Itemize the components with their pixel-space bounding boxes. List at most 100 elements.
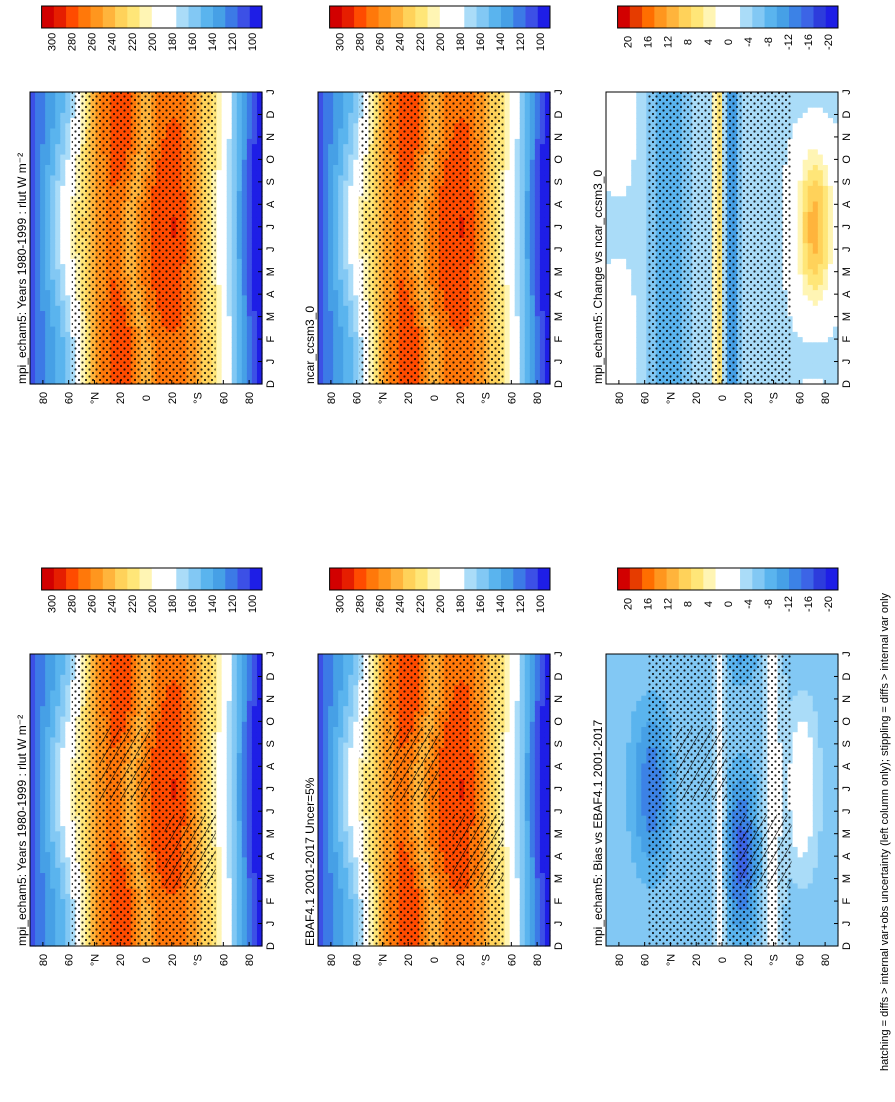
heatmap-cell	[236, 883, 243, 890]
heatmap-cell	[231, 841, 238, 848]
heatmap-cell	[60, 909, 66, 916]
heatmap-cell	[30, 107, 36, 114]
heatmap-cell	[30, 784, 36, 791]
heatmap-cell	[45, 711, 51, 718]
heatmap-cell	[231, 191, 238, 197]
heatmap-cell	[55, 852, 61, 858]
heatmap-cell	[35, 810, 41, 817]
heatmap-cell	[246, 883, 253, 890]
heatmap-cell	[65, 867, 71, 874]
heatmap-cell	[65, 118, 71, 124]
heatmap-cell	[40, 883, 46, 890]
heatmap-cell	[226, 862, 233, 869]
heatmap-cell	[55, 690, 61, 697]
heatmap-cell	[216, 706, 223, 712]
heatmap-cell	[65, 128, 71, 135]
heatmap-cell	[35, 857, 41, 864]
heatmap-cell	[50, 940, 56, 947]
heatmap-cell	[50, 206, 56, 213]
heatmap-cell	[40, 773, 46, 780]
heatmap-cell	[216, 102, 223, 109]
heatmap-cell	[45, 742, 51, 749]
heatmap-cell	[216, 107, 223, 114]
heatmap-cell	[251, 831, 258, 838]
heatmap-cell	[30, 321, 36, 328]
heatmap-cell	[50, 253, 56, 260]
heatmap-cell	[30, 800, 36, 806]
heatmap-cell	[226, 258, 233, 265]
heatmap-cell	[50, 170, 56, 177]
heatmap-cell	[216, 196, 223, 203]
heatmap-cell	[35, 316, 41, 323]
heatmap-cell	[35, 742, 41, 749]
heatmap-cell	[251, 800, 258, 806]
heatmap-cell	[226, 664, 233, 671]
heatmap-cell	[231, 893, 238, 900]
heatmap-cell	[236, 674, 243, 681]
heatmap-cell	[50, 326, 56, 333]
heatmap-cell	[60, 685, 66, 692]
heatmap-cell	[55, 700, 61, 707]
heatmap-cell	[60, 196, 66, 203]
heatmap-cell	[231, 238, 238, 244]
heatmap-cell	[236, 763, 243, 770]
heatmap-cell	[55, 711, 61, 718]
heatmap-cell	[221, 888, 228, 895]
heatmap-cell	[236, 925, 243, 931]
heatmap-cell	[55, 669, 61, 676]
heatmap-cell	[226, 159, 233, 166]
heatmap-cell	[30, 138, 36, 145]
heatmap-cell	[65, 935, 71, 942]
colorbar-swatch	[176, 568, 189, 590]
heatmap-cell	[216, 222, 223, 229]
heatmap-cell	[241, 831, 248, 838]
heatmap-cell	[30, 133, 36, 140]
heatmap-cell	[45, 732, 51, 739]
heatmap-cell	[40, 852, 46, 858]
heatmap-cell	[226, 737, 233, 744]
heatmap-cell	[241, 810, 248, 817]
heatmap-cell	[55, 857, 61, 864]
heatmap-cell	[55, 154, 61, 161]
heatmap-cell	[35, 893, 41, 900]
heatmap-cell	[251, 721, 258, 728]
heatmap-cell	[221, 669, 228, 676]
heatmap-cell	[30, 820, 36, 827]
heatmap-cell	[65, 316, 71, 323]
heatmap-cell	[65, 789, 71, 796]
heatmap-cell	[55, 914, 61, 921]
heatmap-cell	[55, 352, 61, 359]
heatmap-cell	[241, 873, 248, 879]
heatmap-cell	[256, 779, 263, 785]
heatmap-cell	[35, 711, 41, 718]
heatmap-cell	[231, 175, 238, 182]
heatmap-cell	[50, 123, 56, 130]
heatmap-cell	[30, 144, 36, 150]
heatmap-cell	[30, 779, 36, 785]
heatmap-cell	[50, 295, 56, 302]
heatmap-cell	[30, 211, 36, 218]
heatmap-cell	[50, 331, 56, 338]
heatmap-cell	[50, 311, 56, 317]
heatmap-cell	[60, 768, 66, 775]
heatmap-cell	[40, 274, 46, 281]
heatmap-cell	[45, 805, 51, 812]
heatmap-cell	[30, 326, 36, 333]
heatmap-cell	[30, 768, 36, 775]
heatmap-cell	[231, 794, 238, 801]
heatmap-cell	[221, 721, 228, 728]
heatmap-cell	[246, 846, 253, 853]
heatmap-cell	[35, 331, 41, 338]
heatmap-cell	[45, 211, 51, 218]
heatmap-cell	[50, 826, 56, 832]
heatmap-cell	[35, 831, 41, 838]
heatmap-cell	[221, 165, 228, 171]
heatmap-cell	[65, 857, 71, 864]
heatmap-cell	[50, 914, 56, 921]
heatmap-cell	[241, 727, 248, 733]
heatmap-cell	[236, 201, 243, 208]
heatmap-cell	[241, 800, 248, 806]
heatmap-cell	[65, 852, 71, 858]
heatmap-cell	[236, 857, 243, 864]
heatmap-cell	[50, 159, 56, 166]
